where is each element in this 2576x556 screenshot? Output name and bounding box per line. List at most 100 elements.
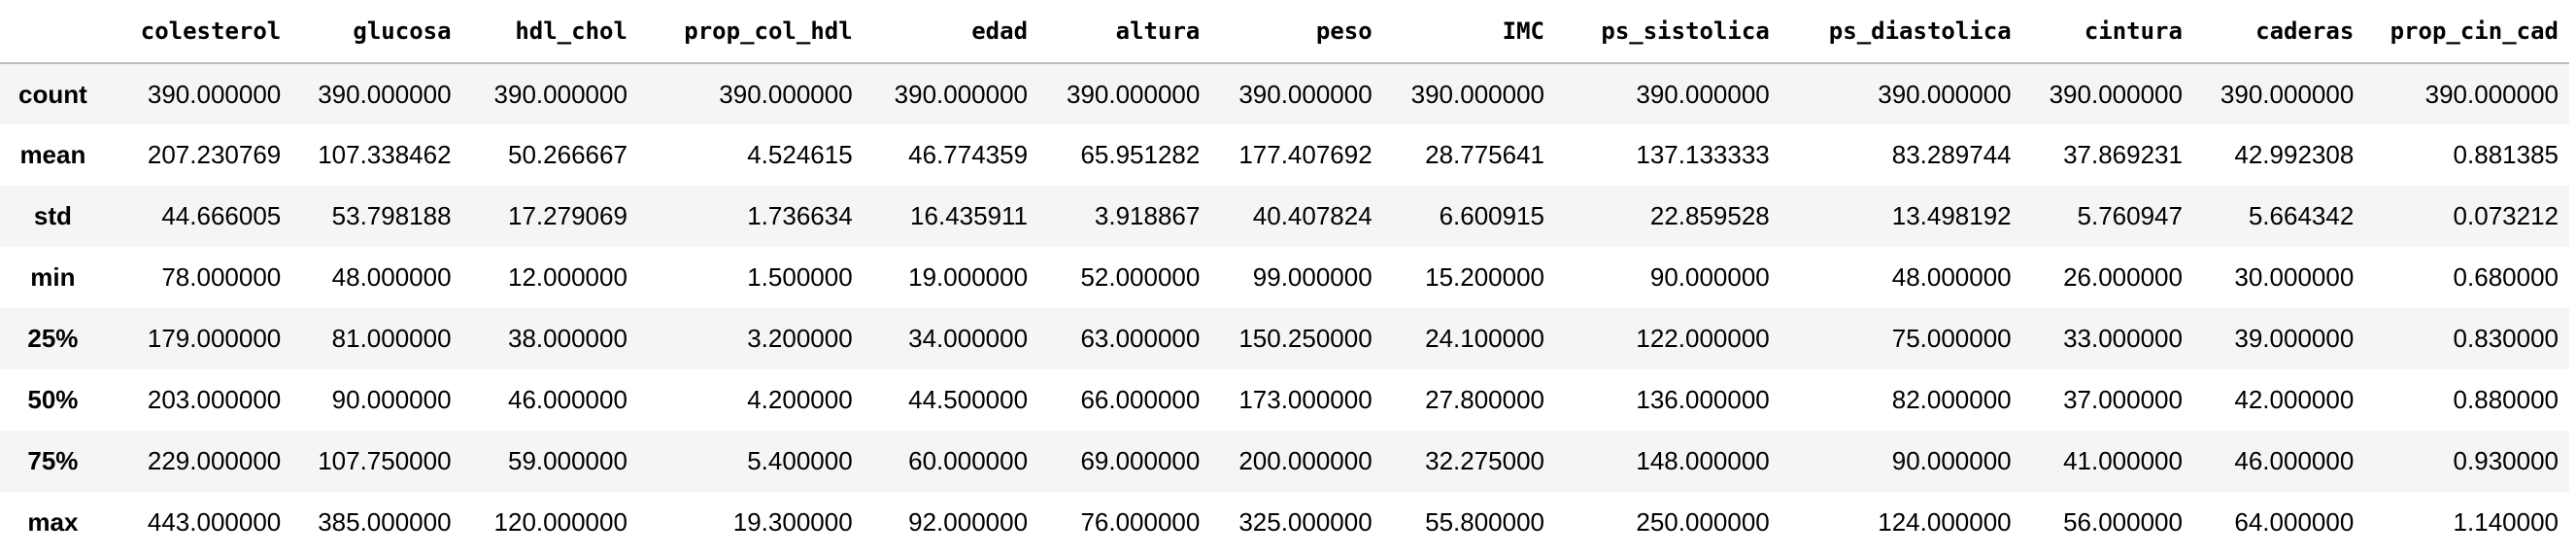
table-cell: 17.279069 bbox=[508, 201, 627, 230]
table-cell: 27.800000 bbox=[1425, 385, 1545, 414]
table-cell: 390.000000 bbox=[719, 79, 853, 109]
table-cell: 90.000000 bbox=[1891, 446, 2012, 475]
table-cell: 4.200000 bbox=[747, 385, 853, 414]
table-cell: 1.500000 bbox=[747, 262, 853, 292]
table-cell: 90.000000 bbox=[331, 385, 452, 414]
table-cell: 390.000000 bbox=[894, 79, 1029, 109]
column-header-prop-col-hdl: prop_col_hdl bbox=[637, 0, 864, 64]
table-cell: 207.230769 bbox=[147, 140, 282, 169]
table-cell: 385.000000 bbox=[318, 507, 452, 537]
table-cell: 203.000000 bbox=[147, 385, 282, 414]
table-cell: 46.000000 bbox=[508, 385, 627, 414]
table-cell: 390.000000 bbox=[1066, 79, 1201, 109]
header-row: colesterol glucosa hdl_chol prop_col_hdl… bbox=[0, 0, 2569, 64]
table-header: colesterol glucosa hdl_chol prop_col_hdl… bbox=[0, 0, 2569, 64]
table-cell: 122.000000 bbox=[1636, 324, 1770, 353]
table-cell: 24.100000 bbox=[1425, 324, 1545, 353]
table-cell: 38.000000 bbox=[508, 324, 627, 353]
table-cell: 137.133333 bbox=[1636, 140, 1770, 169]
row-label: count bbox=[18, 79, 87, 109]
row-label: min bbox=[30, 262, 76, 292]
table-cell: 28.775641 bbox=[1425, 140, 1545, 169]
table-cell: 34.000000 bbox=[908, 324, 1029, 353]
table-cell: 39.000000 bbox=[2234, 324, 2355, 353]
table-cell: 0.680000 bbox=[2453, 262, 2559, 292]
table-cell: 390.000000 bbox=[147, 79, 282, 109]
table-cell: 15.200000 bbox=[1425, 262, 1545, 292]
table-cell: 5.760947 bbox=[2077, 201, 2183, 230]
table-cell: 78.000000 bbox=[161, 262, 282, 292]
row-label: 25% bbox=[27, 324, 79, 353]
column-header-caderas: caderas bbox=[2192, 0, 2365, 64]
table-cell: 48.000000 bbox=[331, 262, 452, 292]
row-label: 75% bbox=[27, 446, 79, 475]
table-row: min 78.000000 48.000000 12.000000 1.500000 19… bbox=[0, 247, 2569, 308]
table-cell: 390.000000 bbox=[493, 79, 627, 109]
table-cell: 136.000000 bbox=[1636, 385, 1770, 414]
table-cell: 3.918867 bbox=[1094, 201, 1201, 230]
table-cell: 42.000000 bbox=[2234, 385, 2355, 414]
table-cell: 16.435911 bbox=[910, 201, 1029, 230]
table-cell: 200.000000 bbox=[1238, 446, 1373, 475]
table-cell: 150.250000 bbox=[1238, 324, 1373, 353]
table-row: 50% 203.000000 90.000000 46.000000 4.200000 4… bbox=[0, 369, 2569, 431]
table-cell: 53.798188 bbox=[331, 201, 452, 230]
table-cell: 65.951282 bbox=[1080, 140, 1201, 169]
table-cell: 1.140000 bbox=[2453, 507, 2559, 537]
table-cell: 3.200000 bbox=[747, 324, 853, 353]
table-cell: 1.736634 bbox=[747, 201, 853, 230]
table-cell: 120.000000 bbox=[493, 507, 627, 537]
table-cell: 390.000000 bbox=[1238, 79, 1373, 109]
table-cell: 12.000000 bbox=[508, 262, 627, 292]
table-cell: 124.000000 bbox=[1878, 507, 2012, 537]
table-cell: 390.000000 bbox=[1410, 79, 1545, 109]
row-label: mean bbox=[19, 140, 86, 169]
table-cell: 390.000000 bbox=[1636, 79, 1770, 109]
table-cell: 443.000000 bbox=[147, 507, 282, 537]
column-header-edad: edad bbox=[863, 0, 1039, 64]
table-cell: 390.000000 bbox=[2220, 79, 2355, 109]
table-cell: 107.338462 bbox=[318, 140, 452, 169]
table-cell: 5.400000 bbox=[747, 446, 853, 475]
column-header-prop-cin-cad: prop_cin_cad bbox=[2364, 0, 2569, 64]
row-label: std bbox=[33, 201, 72, 230]
table-cell: 46.000000 bbox=[2234, 446, 2355, 475]
table-cell: 82.000000 bbox=[1891, 385, 2012, 414]
table-cell: 59.000000 bbox=[508, 446, 627, 475]
row-label: max bbox=[27, 507, 79, 537]
table-row: max 443.000000 385.000000 120.000000 19.3000… bbox=[0, 492, 2569, 553]
table-cell: 19.000000 bbox=[908, 262, 1029, 292]
table-cell: 30.000000 bbox=[2234, 262, 2355, 292]
column-header-ps-sistolica: ps_sistolica bbox=[1555, 0, 1780, 64]
table-cell: 90.000000 bbox=[1649, 262, 1770, 292]
table-cell: 99.000000 bbox=[1252, 262, 1373, 292]
table-cell: 50.266667 bbox=[508, 140, 627, 169]
table-cell: 148.000000 bbox=[1636, 446, 1770, 475]
table-cell: 81.000000 bbox=[331, 324, 452, 353]
column-header-colesterol: colesterol bbox=[105, 0, 292, 64]
table-cell: 26.000000 bbox=[2063, 262, 2183, 292]
table-cell: 44.500000 bbox=[908, 385, 1029, 414]
table-cell: 177.407692 bbox=[1238, 140, 1373, 169]
table-body: count 390.000000 390.000000 390.000000 390.0… bbox=[0, 63, 2569, 553]
table-cell: 390.000000 bbox=[2049, 79, 2183, 109]
table-cell: 37.869231 bbox=[2063, 140, 2183, 169]
table-cell: 390.000000 bbox=[2424, 79, 2559, 109]
table-cell: 32.275000 bbox=[1425, 446, 1545, 475]
table-cell: 42.992308 bbox=[2234, 140, 2355, 169]
table-cell: 19.300000 bbox=[732, 507, 853, 537]
table-cell: 179.000000 bbox=[147, 324, 282, 353]
table-cell: 37.000000 bbox=[2063, 385, 2183, 414]
table-row: 25% 179.000000 81.000000 38.000000 3.200000 3… bbox=[0, 308, 2569, 369]
table-cell: 229.000000 bbox=[147, 446, 282, 475]
table-row: mean 207.230769 107.338462 50.266667 4.52461… bbox=[0, 124, 2569, 186]
table-cell: 390.000000 bbox=[1878, 79, 2012, 109]
table-row: std 44.666005 53.798188 17.279069 1.736634 16… bbox=[0, 186, 2569, 247]
table-row: 75% 229.000000 107.750000 59.000000 5.400000… bbox=[0, 431, 2569, 492]
column-header-hdl-chol: hdl_chol bbox=[461, 0, 638, 64]
table-cell: 52.000000 bbox=[1080, 262, 1201, 292]
table-cell: 83.289744 bbox=[1891, 140, 2012, 169]
column-header-imc: IMC bbox=[1382, 0, 1556, 64]
